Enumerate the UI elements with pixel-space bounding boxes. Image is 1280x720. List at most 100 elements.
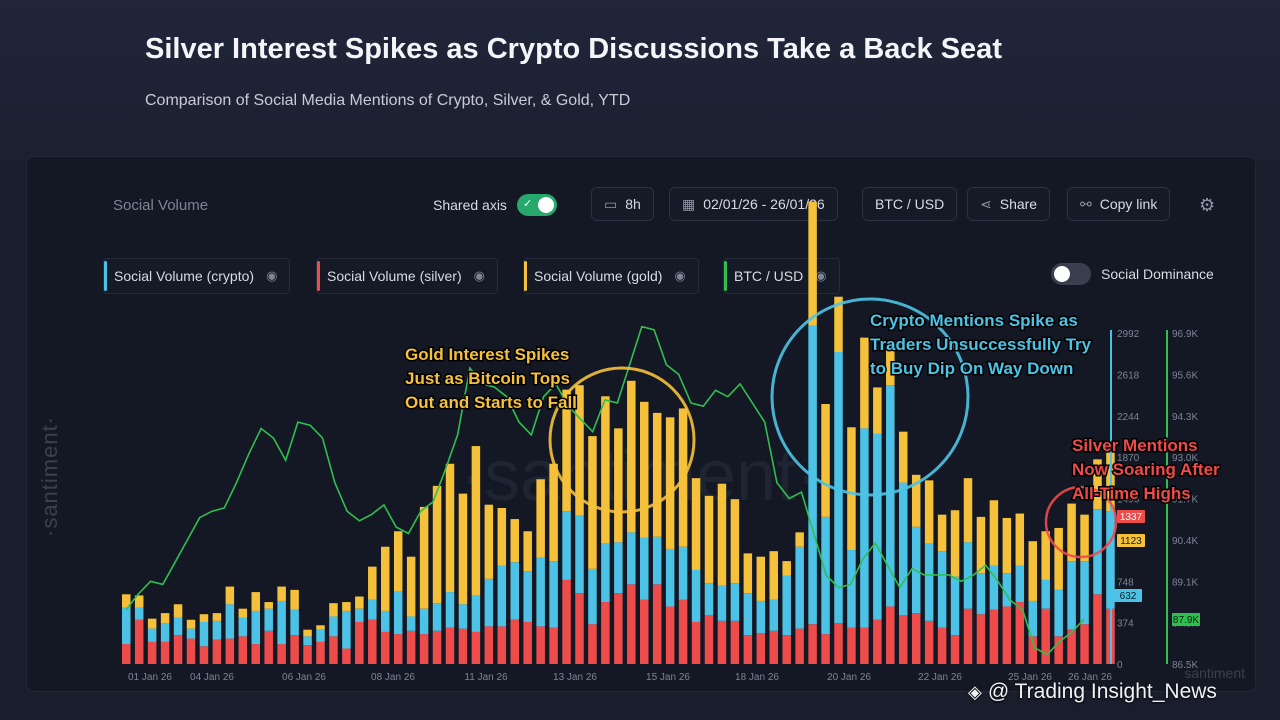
bar-gold (1067, 503, 1076, 562)
shared-axis-toggle[interactable]: ✓ (516, 194, 557, 216)
bar-gold (1080, 514, 1089, 562)
bar-gold (640, 401, 649, 538)
x-tick: 13 Jan 26 (553, 672, 597, 683)
bar-crypto (937, 551, 947, 628)
bar-gold (355, 596, 364, 609)
bar-silver (238, 636, 248, 664)
bar-silver (562, 579, 571, 664)
x-tick: 18 Jan 26 (735, 672, 779, 683)
x-tick: 25 Jan 26 (1008, 672, 1052, 683)
bar-crypto (575, 515, 584, 594)
copy-link-button[interactable]: ⚯ Copy link (1067, 187, 1171, 221)
badge-gold: 1123 (1120, 536, 1142, 547)
annotation-crypto: to Buy Dip On Way Down (870, 359, 1073, 378)
bar-gold (238, 608, 248, 618)
bar-silver (614, 593, 623, 664)
share-label: Share (999, 196, 1038, 212)
y-right-tick: 93.0K (1172, 453, 1198, 464)
bar-silver (640, 599, 649, 664)
legend-item-gold[interactable]: Social Volume (gold) ◉ (523, 258, 699, 294)
bar-crypto (640, 537, 649, 600)
bar-crypto (756, 600, 766, 634)
bar-gold (730, 499, 740, 584)
bar-gold (963, 478, 973, 543)
bar-gold (847, 427, 856, 551)
bar-silver (834, 623, 843, 664)
bar-silver (795, 628, 804, 664)
x-tick: 22 Jan 26 (918, 672, 962, 683)
bar-silver (976, 614, 986, 664)
bar-crypto (1041, 579, 1050, 609)
bar-crypto (886, 385, 895, 607)
legend-label: BTC / USD (734, 268, 804, 284)
legend-item-crypto[interactable]: Social Volume (crypto) ◉ (103, 258, 291, 294)
bar-gold (536, 479, 545, 558)
bar-silver (290, 635, 299, 664)
bar-crypto (1015, 565, 1025, 603)
diamond-logo-icon: ◈ (968, 682, 982, 702)
bar-silver (924, 620, 934, 664)
highlight-circle-gold (548, 366, 696, 514)
pair-button[interactable]: BTC / USD (862, 187, 958, 221)
bar-gold (614, 428, 623, 543)
bar-crypto (368, 599, 377, 620)
bar-silver (1041, 608, 1050, 664)
share-icon: ⋖ (980, 195, 992, 212)
x-tick: 11 Jan 26 (464, 672, 508, 683)
bar-silver (730, 620, 740, 664)
legend-item-btc[interactable]: BTC / USD ◉ (723, 258, 840, 294)
bar-crypto (510, 562, 519, 620)
bar-gold (393, 531, 403, 591)
y-left-tick: 0 (1117, 660, 1123, 671)
x-tick: 04 Jan 26 (190, 672, 234, 683)
eye-icon[interactable]: ◉ (674, 268, 686, 283)
gear-icon[interactable]: ⚙ (1199, 195, 1216, 215)
y-left-tick: 748 (1117, 577, 1134, 588)
bar-gold (445, 463, 455, 593)
page-title: Silver Interest Spikes as Crypto Discuss… (145, 33, 1002, 65)
bar-gold (290, 589, 299, 610)
legend-item-silver[interactable]: Social Volume (silver) ◉ (316, 258, 498, 294)
copy-link-label: Copy link (1099, 196, 1158, 212)
bar-silver (886, 606, 895, 664)
interval-button[interactable]: ▭ 8h (591, 187, 654, 221)
bar-silver (393, 634, 403, 664)
eye-icon[interactable]: ◉ (266, 268, 278, 283)
x-tick: 08 Jan 26 (371, 672, 415, 683)
bar-silver (368, 619, 377, 664)
bar-silver (743, 635, 753, 664)
bar-crypto (963, 542, 973, 609)
bar-silver (303, 645, 312, 664)
highlight-circle-crypto (770, 297, 970, 497)
bar-gold (199, 614, 209, 622)
legend-label: Social Volume (crypto) (114, 268, 255, 284)
bar-crypto (691, 569, 701, 622)
bar-crypto (342, 610, 351, 649)
social-dominance-control[interactable]: Social Dominance (1051, 263, 1214, 285)
bar-crypto (497, 565, 507, 627)
shared-axis-control[interactable]: Shared axis ✓ (433, 187, 557, 223)
legend-swatch (724, 261, 727, 291)
bar-crypto (316, 629, 325, 642)
bar-crypto (614, 542, 623, 594)
bar-crypto (536, 557, 545, 627)
social-dominance-toggle[interactable] (1051, 263, 1091, 285)
bar-silver (1054, 636, 1063, 664)
bar-crypto (730, 583, 740, 621)
bar-silver (963, 608, 973, 664)
bar-crypto (186, 628, 196, 639)
bar-silver (808, 624, 817, 664)
eye-icon[interactable]: ◉ (815, 268, 827, 283)
bar-gold (924, 480, 934, 544)
credit-text: @ Trading Insight_News (987, 680, 1217, 703)
bar-gold (303, 629, 312, 637)
eye-icon[interactable]: ◉ (473, 268, 485, 283)
bar-crypto (406, 616, 416, 631)
bar-silver (678, 599, 688, 664)
bar-gold (769, 551, 778, 600)
bar-silver (627, 584, 636, 664)
bar-crypto (147, 628, 157, 642)
share-button[interactable]: ⋖ Share (967, 187, 1051, 221)
bar-gold (381, 546, 390, 611)
bar-gold (225, 586, 235, 605)
